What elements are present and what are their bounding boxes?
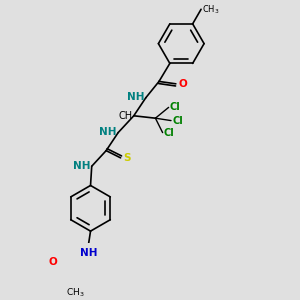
Text: Cl: Cl xyxy=(164,128,175,138)
Text: O: O xyxy=(179,79,188,89)
Text: CH$_3$: CH$_3$ xyxy=(66,286,84,299)
Text: CH: CH xyxy=(118,111,133,121)
Text: NH: NH xyxy=(80,248,98,258)
Text: Cl: Cl xyxy=(172,116,183,126)
Text: O: O xyxy=(49,257,58,267)
Text: S: S xyxy=(123,153,130,163)
Text: NH: NH xyxy=(73,160,91,170)
Text: Cl: Cl xyxy=(170,102,181,112)
Text: NH: NH xyxy=(100,127,117,137)
Text: NH: NH xyxy=(127,92,145,102)
Text: CH$_3$: CH$_3$ xyxy=(202,3,220,16)
